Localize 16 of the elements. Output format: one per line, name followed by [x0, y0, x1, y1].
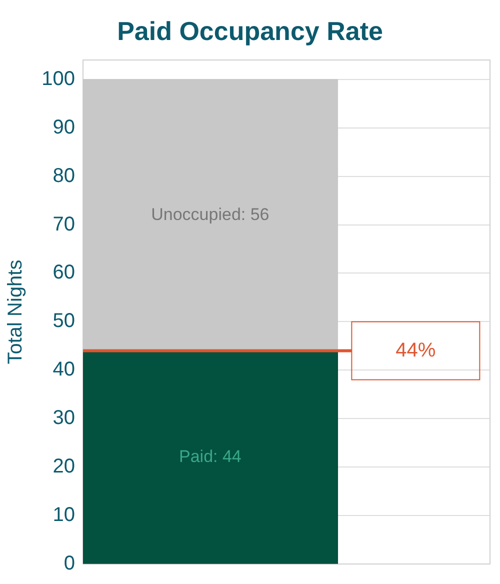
- ref-line-label: 44%: [396, 339, 436, 362]
- data-label: Unoccupied: 56: [151, 204, 270, 224]
- y-tick-label: 80: [52, 164, 75, 187]
- y-tick-label: 20: [52, 456, 75, 478]
- y-tick-label: 0: [64, 552, 75, 575]
- y-tick-label: 50: [52, 310, 75, 332]
- y-tick-label: 90: [52, 116, 75, 138]
- y-tick-label: 100: [42, 68, 75, 90]
- y-tick-label: 40: [52, 358, 75, 381]
- y-tick-label: 70: [52, 213, 75, 236]
- data-label: Paid: 44: [178, 446, 242, 466]
- chart-title: Paid Occupancy Rate: [117, 16, 383, 46]
- y-tick-label: 30: [52, 407, 75, 430]
- y-tick-label: 60: [52, 262, 75, 284]
- y-axis-title: Total Nights: [4, 260, 27, 364]
- y-tick-label: 10: [52, 504, 75, 526]
